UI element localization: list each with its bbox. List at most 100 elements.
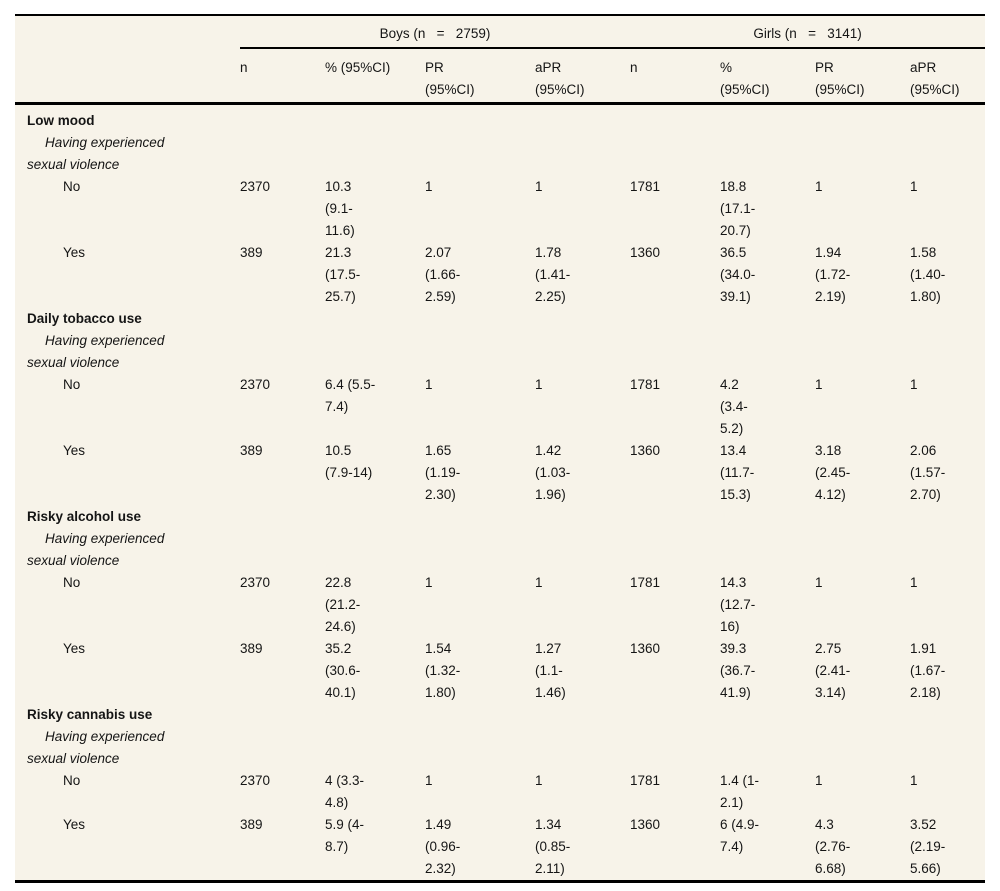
data-cell-boys-apr: 1 — [535, 773, 543, 788]
row-label: Yes — [63, 245, 86, 260]
data-cell-girls-pct: 39.3 (36.7- 41.9) — [720, 641, 756, 700]
data-cell-boys-pr: 1 — [425, 377, 433, 392]
group-header-row: Boys (n = 2759) Girls (n = 3141) — [15, 15, 986, 49]
page: Boys (n = 2759) Girls (n = 3141) n% (95%… — [0, 14, 1000, 891]
data-cell-girls-pr: 1 — [815, 773, 823, 788]
data-cell-girls-n: 1781 — [630, 377, 661, 392]
data-row-yes: Yes 389 10.5 (7.9-14) 1.65 (1.19- 2.30) 1.42… — [15, 440, 985, 506]
data-cell-girls-apr: 1.91 (1.67- 2.18) — [910, 641, 946, 700]
data-cell-girls-apr: 1 — [910, 377, 918, 392]
data-cell-girls-apr: 1 — [910, 179, 918, 194]
data-cell-girls-pr: 1.94 (1.72- 2.19) — [815, 245, 851, 304]
section-subtitle: Having experienced sexual violence — [27, 135, 165, 172]
column-header-boys-apr: aPR (95%CI) — [535, 48, 630, 105]
column-header-boys-pct: % (95%CI) — [325, 48, 425, 105]
data-cell-boys-n: 2370 — [240, 773, 271, 788]
data-cell-boys-n: 389 — [240, 443, 263, 458]
section-title: Risky alcohol use — [27, 509, 142, 524]
data-cell-boys-pct: 6.4 (5.5- 7.4) — [325, 377, 376, 414]
data-cell-girls-pr: 1 — [815, 575, 823, 590]
data-cell-girls-apr: 3.52 (2.19- 5.66) — [910, 817, 946, 876]
section-subtitle-row: Having experienced sexual violence — [15, 726, 985, 770]
row-label: Yes — [63, 641, 86, 656]
data-cell-girls-pct: 14.3 (12.7- 16) — [720, 575, 756, 634]
data-cell-boys-pr: 1 — [425, 179, 433, 194]
column-header-row: n% (95%CI) PR (95%CI) aPR (95%CI) n% (95%CI… — [15, 48, 986, 105]
data-cell-boys-pct: 21.3 (17.5- 25.7) — [325, 245, 361, 304]
data-cell-boys-apr: 1.34 (0.85- 2.11) — [535, 817, 571, 876]
results-table: Boys (n = 2759) Girls (n = 3141) n% (95%… — [15, 14, 986, 883]
data-cell-girls-n: 1360 — [630, 817, 661, 832]
data-cell-girls-pr: 3.18 (2.45- 4.12) — [815, 443, 851, 502]
data-cell-girls-pct: 6 (4.9- 7.4) — [720, 817, 760, 854]
row-label: Yes — [63, 817, 86, 832]
data-cell-girls-n: 1781 — [630, 575, 661, 590]
data-cell-boys-n: 2370 — [240, 575, 271, 590]
data-cell-girls-pct: 18.8 (17.1- 20.7) — [720, 179, 756, 238]
data-cell-boys-n: 389 — [240, 817, 263, 832]
data-cell-girls-n: 1360 — [630, 641, 661, 656]
data-cell-girls-pr: 2.75 (2.41- 3.14) — [815, 641, 851, 700]
data-cell-boys-n: 2370 — [240, 377, 271, 392]
data-cell-girls-apr: 1 — [910, 773, 918, 788]
data-cell-girls-apr: 1.58 (1.40- 1.80) — [910, 245, 946, 304]
section-title-row: Low mood — [15, 104, 985, 133]
data-cell-boys-pr: 1.49 (0.96- 2.32) — [425, 817, 461, 876]
column-header-boys-n: n — [240, 48, 325, 105]
data-cell-boys-pr: 1 — [425, 575, 433, 590]
data-cell-girls-apr: 1 — [910, 575, 918, 590]
section-subtitle: Having experienced sexual violence — [27, 333, 165, 370]
data-cell-boys-n: 389 — [240, 641, 263, 656]
data-cell-boys-pr: 2.07 (1.66- 2.59) — [425, 245, 461, 304]
row-label: No — [63, 575, 81, 590]
data-cell-boys-pr: 1 — [425, 773, 433, 788]
section-title: Low mood — [27, 113, 95, 128]
data-cell-girls-pct: 36.5 (34.0- 39.1) — [720, 245, 756, 304]
data-cell-boys-pct: 22.8 (21.2- 24.6) — [325, 575, 361, 634]
section-title-row: Risky alcohol use — [15, 506, 985, 528]
data-cell-boys-pct: 10.3 (9.1- 11.6) — [325, 179, 355, 238]
section-subtitle-row: Having experienced sexual violence — [15, 330, 985, 374]
group-header-girls: Girls (n = 3141) — [630, 15, 986, 49]
data-cell-girls-pct: 4.2 (3.4- 5.2) — [720, 377, 748, 436]
data-row-yes: Yes 389 21.3 (17.5- 25.7) 2.07 (1.66- 2.59)… — [15, 242, 985, 308]
data-cell-girls-pr: 1 — [815, 179, 823, 194]
data-cell-boys-apr: 1 — [535, 575, 543, 590]
section-title-row: Daily tobacco use — [15, 308, 985, 330]
data-cell-boys-apr: 1.42 (1.03- 1.96) — [535, 443, 571, 502]
data-cell-girls-n: 1781 — [630, 179, 661, 194]
data-row-no: No 2370 6.4 (5.5- 7.4) 1 1 1781 4.2 (3.4- 5.2)… — [15, 374, 985, 440]
column-header-girls-apr: aPR (95%CI) — [910, 48, 986, 105]
data-cell-girls-pct: 13.4 (11.7- 15.3) — [720, 443, 755, 502]
data-cell-boys-pct: 5.9 (4- 8.7) — [325, 817, 365, 854]
row-label: No — [63, 179, 81, 194]
section-title: Daily tobacco use — [27, 311, 142, 326]
data-cell-boys-n: 389 — [240, 245, 263, 260]
section-subtitle-row: Having experienced sexual violence — [15, 132, 985, 176]
data-row-yes: Yes 389 5.9 (4- 8.7) 1.49 (0.96- 2.32) 1.34 … — [15, 814, 985, 882]
column-header-girls-pct: % (95%CI) — [720, 48, 815, 105]
data-cell-girls-pr: 4.3 (2.76- 6.68) — [815, 817, 851, 876]
data-cell-boys-apr: 1.78 (1.41- 2.25) — [535, 245, 571, 304]
group-header-boys: Boys (n = 2759) — [240, 15, 630, 49]
row-label: Yes — [63, 443, 86, 458]
data-row-no: No 2370 10.3 (9.1- 11.6) 1 1 1781 18.8 (17.1- … — [15, 176, 985, 242]
section-subtitle-row: Having experienced sexual violence — [15, 528, 985, 572]
data-cell-boys-pr: 1.54 (1.32- 1.80) — [425, 641, 461, 700]
data-cell-girls-n: 1360 — [630, 245, 661, 260]
table-body: Low mood Having experienced sexual violen… — [15, 104, 985, 882]
row-label: No — [63, 377, 81, 392]
stub-blank — [15, 15, 240, 48]
data-cell-boys-apr: 1 — [535, 377, 543, 392]
data-row-no: No 2370 22.8 (21.2- 24.6) 1 1 1781 14.3 (12.7-… — [15, 572, 985, 638]
data-cell-boys-apr: 1 — [535, 179, 543, 194]
column-header-girls-n: n — [630, 48, 720, 105]
section-subtitle: Having experienced sexual violence — [27, 729, 165, 766]
data-cell-girls-pct: 1.4 (1- 2.1) — [720, 773, 760, 810]
data-cell-boys-pct: 10.5 (7.9-14) — [325, 443, 373, 480]
data-cell-boys-pct: 4 (3.3- 4.8) — [325, 773, 365, 810]
stub-blank-2 — [15, 48, 240, 105]
data-cell-girls-n: 1781 — [630, 773, 661, 788]
data-row-no: No 2370 4 (3.3- 4.8) 1 1 1781 1.4 (1- 2.1) 1 1 — [15, 770, 985, 814]
row-label: No — [63, 773, 81, 788]
